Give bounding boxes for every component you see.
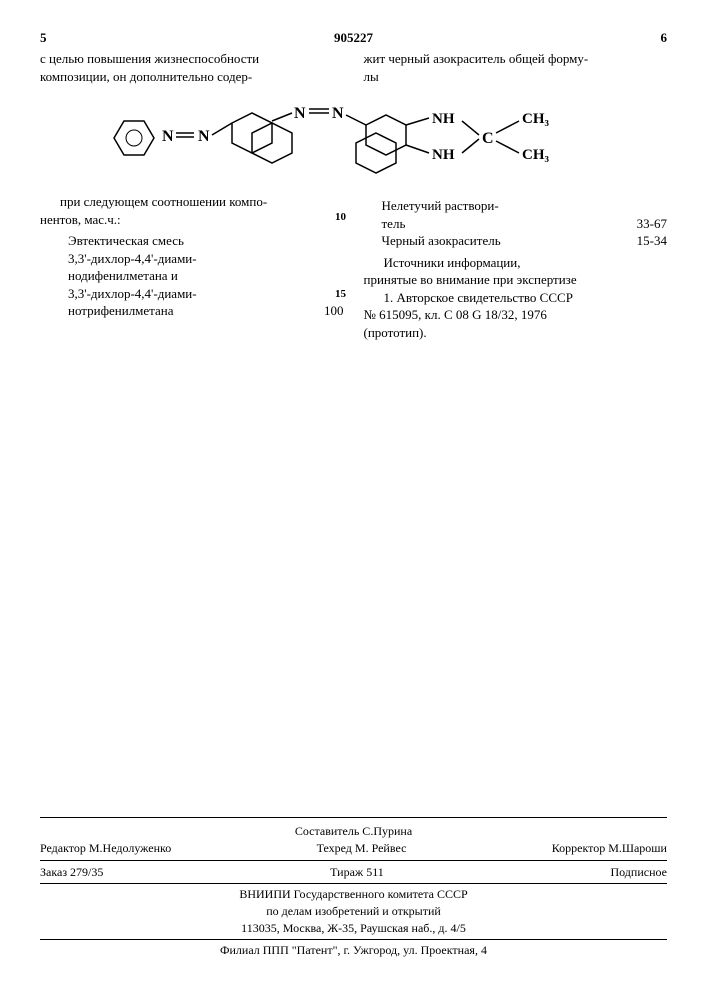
comp-line: 3,3'-дихлор-4,4'-диами-: [68, 250, 344, 268]
order-num: Заказ 279/35: [40, 865, 103, 880]
comp-row: нотрифенилметана 100: [68, 302, 344, 320]
chemical-formula: N N N N NH NH: [40, 93, 667, 183]
comp-row: Черный азокраситель 15-34: [382, 232, 668, 250]
svg-text:C: C: [482, 130, 494, 147]
svg-text:CH₃: CH₃: [522, 111, 550, 127]
svg-text:N: N: [294, 105, 306, 122]
text-line: нентов, мас.ч.:: [40, 211, 344, 229]
line-number: 15: [335, 288, 346, 300]
editor: Редактор М.Недолуженко: [40, 841, 171, 856]
col-num-left: 5: [40, 30, 47, 46]
comp-label: тель: [382, 215, 617, 233]
text-line: 1. Авторское свидетельство СССР: [364, 289, 668, 307]
comp-label: Черный азокраситель: [382, 232, 617, 250]
techred: Техред М. Рейвес: [317, 841, 407, 856]
line-number: 10: [335, 211, 346, 223]
tirage: Тираж 511: [330, 865, 384, 880]
print-shop: Филиал ППП "Патент", г. Ужгород, ул. Про…: [40, 943, 667, 958]
svg-text:NH: NH: [432, 147, 455, 163]
text-line: (прототип).: [364, 324, 668, 342]
svg-text:N: N: [198, 128, 210, 145]
divider: [40, 883, 667, 884]
svg-text:N: N: [162, 128, 174, 145]
divider: [40, 817, 667, 818]
text-line: лы: [364, 68, 668, 86]
text-line: композиции, он дополнительно содер-: [40, 68, 344, 86]
left-body: при следующем соотношении компо- нентов,…: [40, 193, 344, 341]
formula-svg: N N N N NH NH: [84, 93, 624, 183]
footer: Составитель С.Пурина Редактор М.Недолуже…: [40, 815, 667, 960]
sources-title: Источники информации,: [364, 254, 668, 272]
text-line: принятые во внимание при экспертизе: [364, 271, 668, 289]
org-line: ВНИИПИ Государственного комитета СССР: [40, 887, 667, 902]
comp-value: 100: [304, 302, 344, 320]
component-block: Эвтектическая смесь 3,3'-дихлор-4,4'-диа…: [68, 232, 344, 320]
header-row: 5 905227 6: [40, 30, 667, 46]
order-row: Заказ 279/35 Тираж 511 Подписное: [40, 865, 667, 880]
comp-line: Нелетучий раствори-: [382, 197, 668, 215]
divider: [40, 939, 667, 940]
comp-line: Эвтектическая смесь: [68, 232, 344, 250]
right-intro: жит черный азокраситель общей форму- лы: [364, 50, 668, 85]
text-line: с целью повышения жизнеспособности: [40, 50, 344, 68]
component-block: Нелетучий раствори- тель 33-67 Черный аз…: [382, 197, 668, 250]
page: 5 905227 6 с целью повышения жизнеспособ…: [0, 0, 707, 361]
subscription: Подписное: [610, 865, 667, 880]
comp-value: 15-34: [617, 232, 667, 250]
intro-two-col: с целью повышения жизнеспособности компо…: [40, 50, 667, 85]
col-num-right: 6: [661, 30, 668, 46]
body-two-col: 10 15 при следующем соотношении компо- н…: [40, 193, 667, 341]
text-line: № 615095, кл. С 08 G 18/32, 1976: [364, 306, 668, 324]
address: 113035, Москва, Ж-35, Раушская наб., д. …: [40, 921, 667, 936]
right-body: Нелетучий раствори- тель 33-67 Черный аз…: [364, 193, 668, 341]
svg-text:CH₃: CH₃: [522, 147, 550, 163]
comp-line: нодифенилметана и: [68, 267, 344, 285]
org-line: по делам изобретений и открытий: [40, 904, 667, 919]
comp-row: тель 33-67: [382, 215, 668, 233]
credits-row: Редактор М.Недолуженко Техред М. Рейвес …: [40, 841, 667, 856]
divider: [40, 860, 667, 861]
compiler-line: Составитель С.Пурина: [40, 824, 667, 839]
svg-text:N: N: [332, 105, 344, 122]
corrector: Корректор М.Шароши: [552, 841, 667, 856]
comp-line: 3,3'-дихлор-4,4'-диами-: [68, 285, 344, 303]
patent-number: 905227: [334, 30, 373, 46]
left-intro: с целью повышения жизнеспособности компо…: [40, 50, 344, 85]
comp-label: нотрифенилметана: [68, 302, 304, 320]
svg-text:NH: NH: [432, 111, 455, 127]
text-line: при следующем соотношении компо-: [40, 193, 344, 211]
text-line: жит черный азокраситель общей форму-: [364, 50, 668, 68]
comp-value: 33-67: [617, 215, 667, 233]
